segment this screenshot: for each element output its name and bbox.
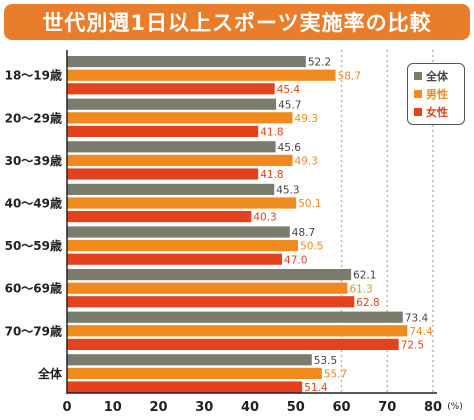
legend-swatch-all [414,72,422,80]
value-label: 52.2 [308,57,331,69]
bar-male [67,154,293,166]
bar-male [67,325,408,337]
x-tick-label: 70 [378,400,396,415]
value-label: 62.8 [356,297,379,309]
category-label: 40～49歳 [5,196,62,211]
bar-all [67,226,290,238]
value-label: 61.3 [349,283,372,295]
bar-female [67,338,399,350]
value-label: 45.6 [278,142,302,154]
bar-female [67,381,303,393]
bar-female [67,211,252,223]
unit-label: (%) [447,402,463,412]
value-label: 45.4 [277,84,301,96]
value-label: 49.3 [295,113,318,125]
x-tick-label: 60 [332,400,350,415]
value-label: 45.7 [278,99,301,111]
value-label: 48.7 [292,227,315,239]
bar-female [67,253,283,265]
legend-label-female: 女性 [426,106,448,119]
bar-female [67,125,259,137]
value-label: 72.5 [401,340,424,352]
bar-male [67,69,336,81]
bar-female [67,168,259,180]
legend-swatch-female [414,108,422,116]
bar-male [67,197,297,209]
category-label: 18～19歳 [5,68,62,83]
bar-male [67,240,299,252]
value-label: 49.3 [295,156,318,168]
bar-all [67,354,312,366]
bar-all [67,98,277,110]
bar-all [67,183,275,195]
value-label: 41.8 [260,169,283,181]
x-tick-label: 30 [195,400,213,415]
bar-female [67,296,355,308]
x-tick-label: 20 [149,400,167,415]
value-label: 73.4 [405,312,429,324]
legend-swatch-male [414,90,422,98]
bar-all [67,56,306,68]
value-label: 41.8 [260,127,283,139]
category-label: 50～59歳 [5,238,62,253]
bar-male [67,282,348,294]
x-tick-label: 50 [287,400,305,415]
value-label: 51.4 [304,382,328,394]
value-label: 50.1 [298,198,321,210]
category-label: 70～79歳 [5,323,62,338]
bar-all [67,269,352,281]
bar-all [67,141,276,153]
title-banner: 世代別週1日以上スポーツ実施率の比較 [4,4,470,40]
x-tick-label: 80 [424,400,442,415]
value-label: 55.7 [324,369,347,381]
value-label: 62.1 [353,270,376,282]
legend-label-male: 男性 [426,88,448,101]
bar-all [67,311,403,323]
value-label: 47.0 [284,254,307,266]
value-label: 58.7 [338,70,361,82]
bar-male [67,367,322,379]
x-tick-label: 10 [104,400,122,415]
category-label: 30～39歳 [5,153,62,168]
legend-item-male: 男性 [414,85,464,103]
x-tick-label: 40 [241,400,259,415]
value-label: 40.3 [253,212,276,224]
legend-item-female: 女性 [414,103,464,121]
legend: 全体 男性 女性 [407,63,465,125]
value-label: 50.5 [300,241,323,253]
category-label: 全体 [37,366,63,381]
legend-item-all: 全体 [414,67,464,85]
bar-male [67,112,293,124]
bar-female [67,83,275,95]
value-label: 53.5 [314,355,337,367]
legend-label-all: 全体 [426,70,448,83]
x-tick-label: 0 [62,400,71,415]
category-label: 20～29歳 [5,110,62,125]
chart-title: 世代別週1日以上スポーツ実施率の比較 [42,11,432,35]
category-label: 60～69歳 [5,281,62,296]
value-label: 45.3 [276,185,299,197]
value-label: 74.4 [409,326,433,338]
